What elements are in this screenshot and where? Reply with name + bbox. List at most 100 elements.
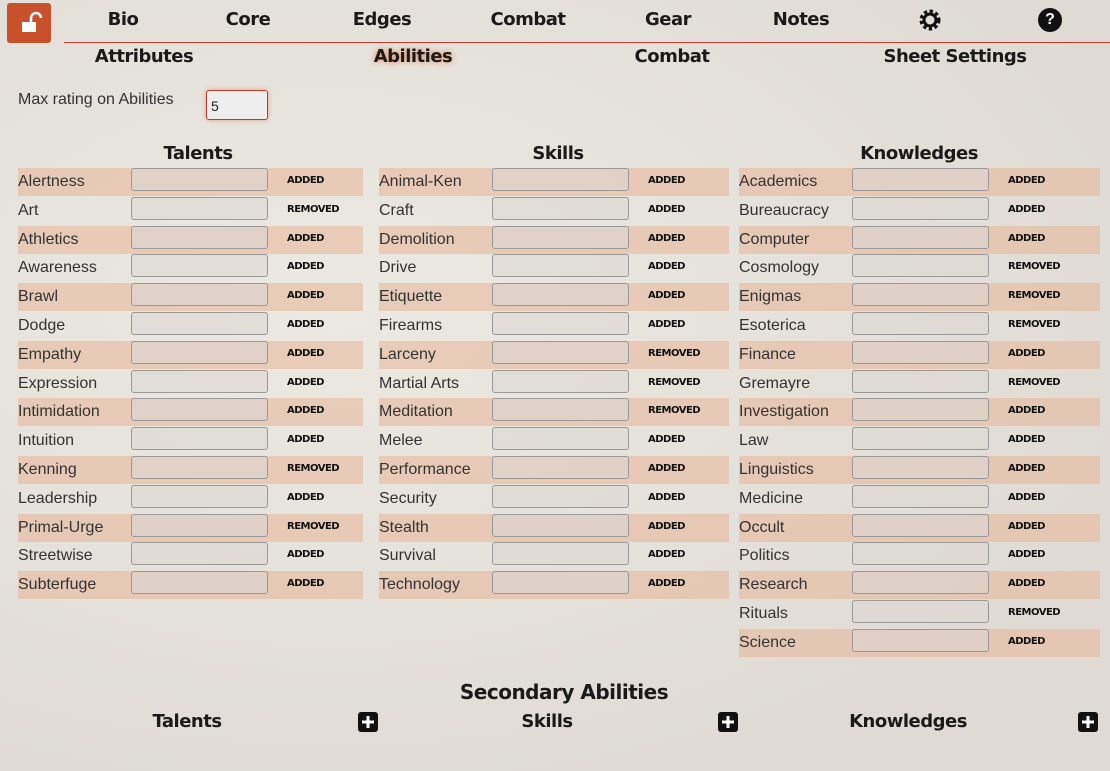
settings-icon[interactable] (918, 8, 942, 37)
ability-input[interactable] (852, 225, 989, 249)
ability-input[interactable] (131, 369, 268, 393)
ability-input[interactable] (131, 427, 268, 451)
nav-tab[interactable]: Combat (490, 9, 566, 30)
ability-name: Survival (379, 547, 436, 565)
ability-input[interactable] (131, 312, 268, 335)
ability-input[interactable] (131, 484, 268, 508)
ability-input[interactable] (131, 571, 268, 595)
ability-input[interactable] (852, 196, 989, 220)
ability-input[interactable] (492, 542, 629, 566)
ability-status: REMOVED (287, 463, 340, 474)
ability-name: Medicine (739, 489, 804, 507)
sub-tab[interactable]: Sheet Settings (883, 46, 1027, 67)
ability-status: ADDED (287, 232, 324, 244)
ability-status: ADDED (1008, 549, 1045, 561)
ability-name: Craft (379, 201, 414, 219)
ability-input[interactable] (852, 427, 989, 451)
ability-input[interactable] (131, 542, 268, 566)
ability-name: Finance (739, 345, 796, 363)
ability-input[interactable] (852, 600, 989, 623)
ability-name: Intimidation (18, 403, 100, 421)
ability-input[interactable] (131, 168, 268, 191)
max-rating-input[interactable]: 5 (206, 90, 268, 120)
ability-input[interactable] (131, 283, 268, 307)
ability-input[interactable] (492, 168, 629, 191)
ability-name: Investigation (739, 403, 829, 421)
ability-input[interactable] (131, 456, 268, 479)
nav-tab[interactable]: Core (225, 9, 271, 30)
sub-tab[interactable]: Abilities (373, 46, 453, 67)
ability-input[interactable] (852, 542, 989, 566)
add-button[interactable] (1078, 712, 1098, 732)
ability-name: Primal-Urge (18, 518, 104, 536)
ability-input[interactable] (852, 340, 989, 364)
ability-input[interactable] (492, 369, 629, 393)
ability-row: Rituals REMOVED (739, 600, 1100, 628)
add-button[interactable] (358, 712, 378, 732)
ability-status: ADDED (1008, 463, 1045, 474)
ability-row: Firearms ADDED (379, 312, 729, 340)
ability-row: Science ADDED (739, 628, 1100, 657)
ability-name: Kenning (18, 461, 77, 478)
ability-row: Kenning REMOVED (18, 456, 363, 484)
ability-input[interactable] (852, 398, 989, 422)
ability-input[interactable] (852, 456, 989, 479)
ability-input[interactable] (852, 369, 989, 393)
ability-input[interactable] (852, 283, 989, 307)
nav-tab[interactable]: Edges (352, 9, 412, 30)
ability-input[interactable] (492, 225, 629, 249)
ability-row: Melee ADDED (379, 427, 729, 455)
ability-row: Esoterica REMOVED (739, 312, 1100, 340)
ability-input[interactable] (492, 571, 629, 595)
ability-status: ADDED (1008, 635, 1045, 647)
ability-row: Animal-Ken ADDED (379, 168, 729, 196)
ability-name: Technology (379, 576, 460, 594)
ability-input[interactable] (852, 513, 989, 537)
ability-input[interactable] (852, 312, 989, 335)
sub-tab[interactable]: Combat (634, 46, 710, 67)
ability-input[interactable] (131, 225, 268, 249)
ability-input[interactable] (131, 254, 268, 278)
ability-name: Leadership (18, 489, 98, 507)
ability-input[interactable] (852, 484, 989, 508)
ability-status: ADDED (287, 405, 324, 417)
column-title: Knowledges (860, 143, 978, 164)
ability-name: Dodge (18, 317, 66, 334)
ability-status: ADDED (648, 290, 685, 302)
ability-row: Leadership ADDED (18, 484, 363, 513)
ability-input[interactable] (492, 398, 629, 422)
ability-input[interactable] (492, 427, 629, 451)
ability-input[interactable] (492, 283, 629, 307)
ability-status: REMOVED (1008, 290, 1061, 302)
ability-input[interactable] (492, 456, 629, 479)
ability-input[interactable] (131, 340, 268, 364)
ability-input[interactable] (492, 312, 629, 335)
ability-input[interactable] (852, 571, 989, 595)
ability-input[interactable] (492, 254, 629, 278)
ability-row: Expression ADDED (18, 369, 363, 398)
nav-tab[interactable]: Bio (107, 9, 139, 30)
ability-row: Craft ADDED (379, 196, 729, 225)
nav-tab[interactable]: Gear (644, 9, 692, 30)
ability-input[interactable] (131, 196, 268, 220)
ability-name: Subterfuge (18, 576, 97, 594)
ability-input[interactable] (852, 254, 989, 278)
ability-input[interactable] (131, 398, 268, 422)
unlock-button[interactable] (7, 3, 51, 43)
ability-input[interactable] (852, 168, 989, 191)
nav-tab[interactable]: Notes (772, 9, 830, 30)
ability-input[interactable] (492, 484, 629, 508)
sub-tab[interactable]: Attributes (94, 46, 194, 67)
ability-name: Demolition (379, 230, 455, 248)
ability-input[interactable] (492, 196, 629, 220)
ability-row: Linguistics ADDED (739, 456, 1100, 484)
ability-status: ADDED (648, 491, 685, 503)
ability-input[interactable] (852, 628, 989, 652)
ability-input[interactable] (492, 340, 629, 364)
ability-status: ADDED (648, 261, 685, 273)
ability-input[interactable] (492, 513, 629, 537)
add-button[interactable] (718, 712, 738, 732)
help-button[interactable]: ? (1038, 8, 1062, 32)
ability-input[interactable] (131, 513, 268, 537)
ability-row: Bureaucracy ADDED (739, 196, 1100, 225)
